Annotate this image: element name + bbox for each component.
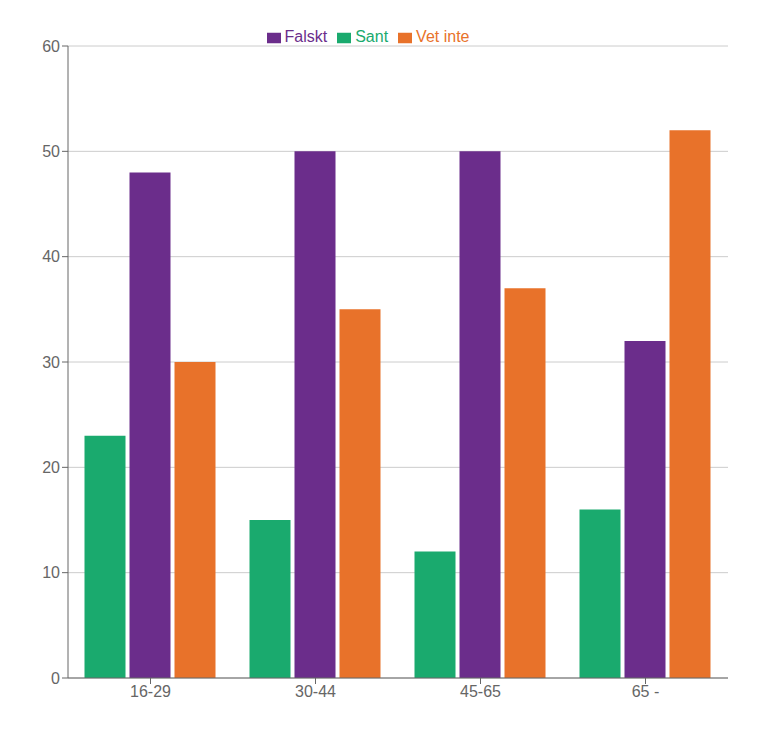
svg-text:65 -: 65 -: [632, 683, 660, 700]
html-text:Falskt: Falskt: [284, 28, 328, 45]
svg-text:0: 0: [51, 670, 60, 687]
svg-text:60: 60: [42, 38, 60, 55]
svg-text:20: 20: [42, 459, 60, 476]
html-text:Vet inte: Vet inte: [416, 28, 470, 45]
svg-text:10: 10: [42, 564, 60, 581]
svg-text:30: 30: [42, 354, 60, 371]
svg-text:16-29: 16-29: [130, 683, 171, 700]
html-text:Sant: Sant: [355, 28, 389, 45]
svg-text:50: 50: [42, 143, 60, 160]
svg-text:40: 40: [42, 248, 60, 265]
svg-text:45-65: 45-65: [460, 683, 501, 700]
svg-text:30-44: 30-44: [295, 683, 336, 700]
